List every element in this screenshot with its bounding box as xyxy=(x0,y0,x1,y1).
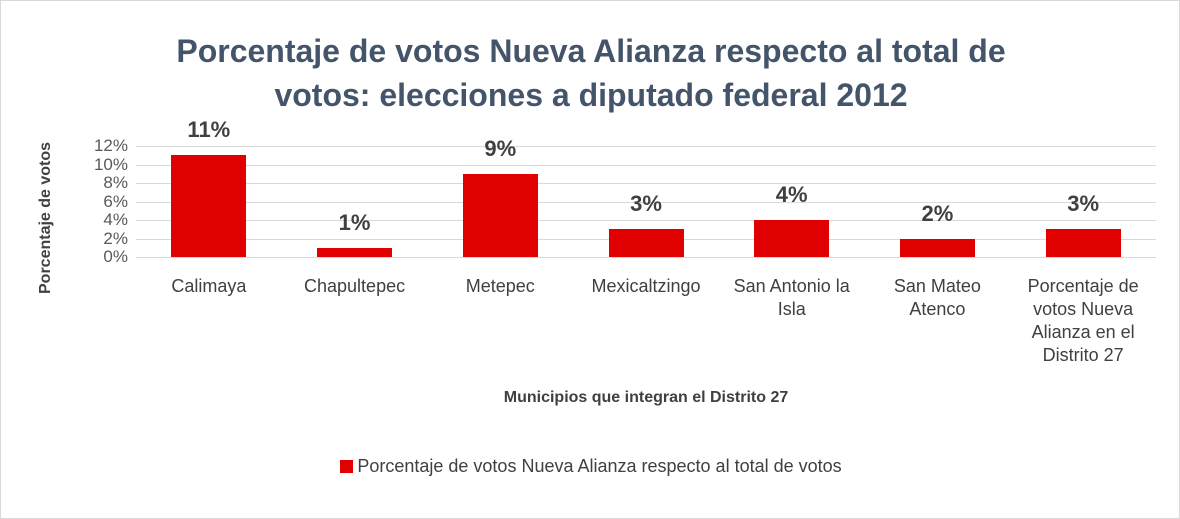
x-tick-label: Chapultepec xyxy=(304,276,406,296)
grid-line xyxy=(136,220,1156,221)
bar xyxy=(754,220,830,257)
y-tick-label: 2% xyxy=(103,228,128,248)
y-tick-label: 12% xyxy=(93,136,128,155)
x-tick-label: San Antonio la Isla xyxy=(733,276,850,319)
bar xyxy=(317,247,393,257)
y-tick-label: 4% xyxy=(103,210,128,229)
bar xyxy=(899,238,975,257)
x-tick-label: Calimaya xyxy=(171,276,247,296)
y-tick-label: 0% xyxy=(103,247,128,266)
data-label: 11% xyxy=(187,117,231,143)
data-label: 1% xyxy=(338,209,371,235)
x-tick-label: Mexicaltzingo xyxy=(591,276,701,296)
grid-line xyxy=(136,183,1156,184)
data-label: 2% xyxy=(921,200,954,226)
bar xyxy=(171,155,247,257)
y-tick-label: 10% xyxy=(93,154,128,174)
legend: Porcentaje de votos Nueva Alianza respec… xyxy=(1,456,1179,477)
grid-line xyxy=(136,146,1156,147)
bar xyxy=(608,229,684,257)
data-label: 3% xyxy=(1067,191,1100,217)
x-tick-label: Porcentaje de votos Nueva Alianza en el … xyxy=(1027,276,1139,365)
data-label: 9% xyxy=(484,135,517,161)
data-label: 3% xyxy=(630,191,662,217)
data-label: 4% xyxy=(775,182,808,207)
bar xyxy=(1045,229,1121,257)
y-axis-label: Porcentaje de votos xyxy=(37,141,54,294)
chart-title: Porcentaje de votos Nueva Alianza respec… xyxy=(176,33,1006,113)
y-tick-label: 6% xyxy=(103,191,128,211)
x-axis-label: Municipios que integran el Distrito 27 xyxy=(503,389,789,406)
bar xyxy=(462,173,538,257)
legend-swatch xyxy=(340,460,354,473)
grid-line xyxy=(136,257,1156,258)
grid-line xyxy=(136,201,1156,203)
x-tick-label: Metepec xyxy=(465,276,535,296)
grid-line xyxy=(136,164,1156,166)
legend-label: Porcentaje de votos Nueva Alianza respec… xyxy=(357,456,842,476)
y-tick-label: 8% xyxy=(103,173,128,192)
x-tick-label: San Mateo Atenco xyxy=(893,276,981,319)
